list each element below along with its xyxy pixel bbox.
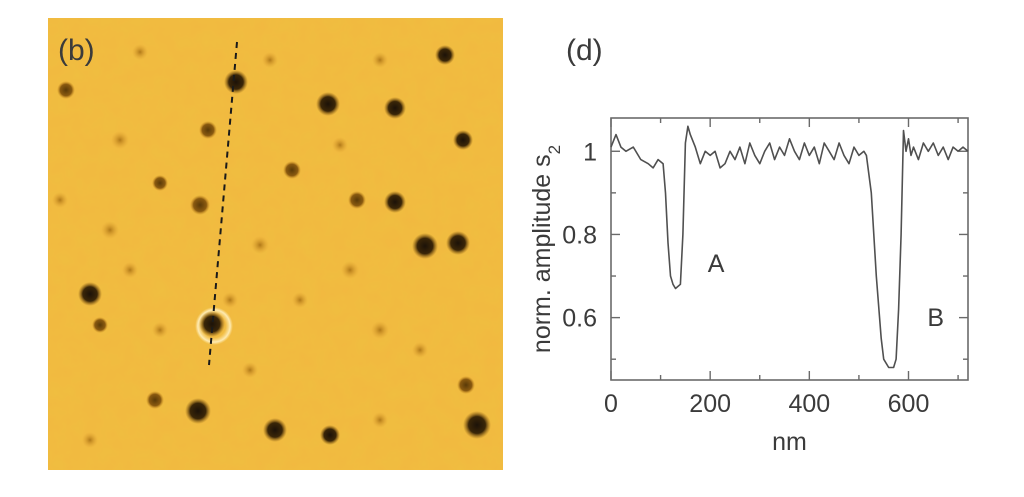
particle [372,412,388,428]
particle [185,398,211,424]
annotation-a: A [708,250,725,278]
annotation-b: B [927,304,944,332]
x-tick-label: 0 [604,390,618,418]
particle [263,418,287,442]
x-tick-label: 600 [888,390,930,418]
particle [283,161,301,179]
particle [111,131,129,149]
particle [371,321,389,339]
particle [82,432,98,448]
particle [316,92,340,116]
panel-label-d: (d) [566,34,603,67]
particle [146,391,164,409]
particle [435,45,455,65]
microscopy-image [48,18,503,470]
particle [92,317,108,333]
panel-label-b: (b) [58,34,95,67]
particle [57,81,75,99]
particle [384,97,406,119]
y-tick-label: 0.8 [562,221,597,249]
particle [122,262,138,278]
particle [52,192,68,208]
particle [251,236,269,254]
particle [457,376,475,394]
particle [78,282,102,306]
particle [222,292,238,308]
particle [384,191,406,213]
particle [292,292,308,308]
particle [372,52,388,68]
particle [224,70,248,94]
particle [242,362,258,378]
plot-frame [610,117,969,381]
particle [412,342,428,358]
particle [320,425,340,445]
particle [348,191,366,209]
particle-layer [52,44,491,448]
particle [101,221,119,239]
particle [453,130,473,150]
y-axis-label-subscript: 2 [545,145,564,154]
particle [463,411,491,439]
particle [341,261,359,279]
particle [262,52,278,68]
particle [152,322,168,338]
profile-line [610,125,969,369]
particle [132,44,148,60]
y-tick-label: 0.6 [562,305,597,333]
particle [152,175,168,191]
particle [446,231,470,255]
particle [332,137,348,153]
y-tick-label: 1 [583,138,597,166]
particle [199,311,225,337]
x-axis-label: nm [772,428,807,456]
line-profile-chart: 0 200 400 600 0.6 0.8 1 A Bnm norm. amplitude s2 [528,117,969,456]
x-tick-label: 200 [689,390,731,418]
particle [190,195,210,215]
particle [199,121,217,139]
particle [412,233,438,259]
y-axis-label: norm. amplitude s2 [528,145,564,353]
x-tick-label: 400 [788,390,830,418]
